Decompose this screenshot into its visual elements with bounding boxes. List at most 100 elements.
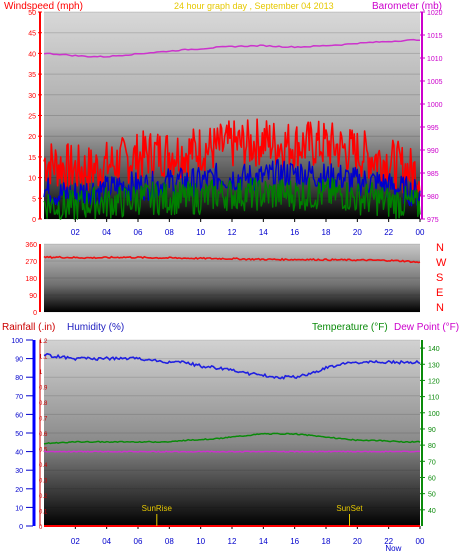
humidity-tick-label: 100: [11, 338, 23, 345]
barometer-tick-label: 1020: [427, 10, 443, 17]
temperature-tick-label: 90: [428, 427, 436, 434]
wind-tick-label: 25: [28, 114, 36, 121]
x-tick-label: 14: [259, 228, 268, 237]
humidity-series-line: [43, 352, 421, 380]
x-tick-label: 04: [102, 537, 111, 546]
x-tick-label: 00: [416, 228, 425, 237]
x-tick-label: 12: [228, 537, 237, 546]
x-tick-label: 02: [71, 537, 80, 546]
rain-tick-label: 1.2: [39, 339, 48, 345]
temperature-tick-label: 130: [428, 362, 440, 369]
dewpoint-axis-title: Dew Point (°F): [394, 322, 459, 333]
compass-label: N: [436, 302, 444, 314]
rain-tick-label: 0.3: [39, 479, 48, 485]
barometer-tick-label: 1010: [427, 56, 443, 63]
x-tick-label: 02: [71, 228, 80, 237]
wind-series-line: [43, 177, 421, 220]
barometer-tick-label: 1005: [427, 79, 443, 86]
x-tick-label: 18: [322, 537, 331, 546]
humidity-temperature-chart: 010203040506070809010000.10.20.30.40.50.…: [11, 338, 439, 553]
humidity-tick-label: 40: [15, 450, 23, 457]
direction-tick-label: 0: [33, 310, 37, 317]
humidity-tick-label: 60: [15, 412, 23, 419]
barometer-tick-label: 1000: [427, 102, 443, 109]
barometer-tick-label: 980: [427, 194, 439, 201]
x-tick-label: 14: [259, 537, 268, 546]
humidity-tick-label: 10: [15, 505, 23, 512]
temperature-tick-label: 40: [428, 508, 436, 515]
compass-label: S: [436, 272, 443, 284]
humidity-tick-label: 50: [15, 431, 23, 438]
temperature-series-line: [43, 432, 421, 445]
chart-title: 24 hour graph day , September 04 2013: [174, 1, 334, 11]
barometer-axis-title: Barometer (mb): [372, 1, 442, 12]
wind-tick-label: 45: [28, 31, 36, 38]
humidity-tick-label: 0: [19, 524, 23, 531]
temperature-tick-label: 140: [428, 346, 440, 353]
direction-tick-label: 90: [29, 293, 37, 300]
x-tick-label: 00: [416, 537, 425, 546]
x-tick-label: 22: [384, 537, 393, 546]
rain-tick-label: 1.1: [39, 355, 48, 361]
temperature-tick-label: 70: [428, 459, 436, 466]
x-tick-label: 22: [384, 228, 393, 237]
sunset-label: SunSet: [336, 504, 363, 513]
wind-tick-label: 20: [28, 134, 36, 141]
wind-tick-label: 5: [32, 196, 36, 203]
direction-tick-label: 180: [25, 276, 37, 283]
humidity-tick-label: 30: [15, 468, 23, 475]
rainfall-axis-title: Rainfall (.in): [2, 322, 55, 333]
x-tick-label: 20: [353, 537, 362, 546]
wind-tick-label: 40: [28, 51, 36, 58]
x-tick-label: 06: [134, 228, 143, 237]
compass-label: W: [436, 257, 447, 269]
rain-tick-label: 0.9: [39, 386, 48, 392]
temperature-tick-label: 50: [428, 492, 436, 499]
now-label: Now: [385, 544, 401, 553]
x-tick-label: 08: [165, 537, 174, 546]
humidity-tick-label: 20: [15, 487, 23, 494]
x-tick-label: 06: [134, 537, 143, 546]
humidity-axis-title: Humidity (%): [67, 322, 124, 333]
wind-barometer-chart: 0510152025303540455097598098599099510001…: [28, 10, 442, 237]
wind-tick-label: 30: [28, 93, 36, 100]
x-tick-label: 12: [228, 228, 237, 237]
rain-tick-label: 0.1: [39, 510, 48, 516]
barometer-series-line: [43, 38, 421, 58]
temperature-tick-label: 120: [428, 378, 440, 385]
rain-tick-label: 0: [39, 525, 43, 531]
x-tick-label: 16: [290, 537, 299, 546]
humidity-tick-label: 90: [15, 357, 23, 364]
wind-tick-label: 50: [28, 10, 36, 17]
barometer-tick-label: 990: [427, 148, 439, 155]
rain-tick-label: 0.5: [39, 448, 48, 454]
temperature-tick-label: 110: [428, 395, 439, 402]
x-tick-label: 10: [196, 537, 205, 546]
temperature-tick-label: 80: [428, 443, 436, 450]
temperature-axis-title: Temperature (°F): [312, 322, 388, 333]
wind-tick-label: 35: [28, 72, 36, 79]
wind-tick-label: 0: [32, 217, 36, 224]
barometer-tick-label: 995: [427, 125, 439, 132]
x-tick-label: 04: [102, 228, 111, 237]
rain-tick-label: 0.4: [39, 463, 48, 469]
rain-tick-label: 0.8: [39, 401, 48, 407]
temperature-tick-label: 60: [428, 475, 436, 482]
direction-plot-area: [44, 244, 420, 312]
compass-label: N: [436, 242, 444, 254]
compass-label: E: [436, 287, 443, 299]
humidity-tick-label: 70: [15, 394, 23, 401]
barometer-tick-label: 1015: [427, 33, 443, 40]
rain-tick-label: 0.2: [39, 494, 48, 500]
direction-tick-label: 360: [25, 242, 37, 249]
rain-tick-label: 1: [39, 370, 43, 376]
rain-tick-label: 0.6: [39, 432, 48, 438]
dewpoint-series-line: [44, 450, 421, 453]
direction-tick-label: 270: [25, 259, 37, 266]
windspeed-axis-title: Windspeed (mph): [4, 1, 83, 12]
barometer-tick-label: 985: [427, 171, 439, 178]
wind-tick-label: 10: [28, 176, 36, 183]
